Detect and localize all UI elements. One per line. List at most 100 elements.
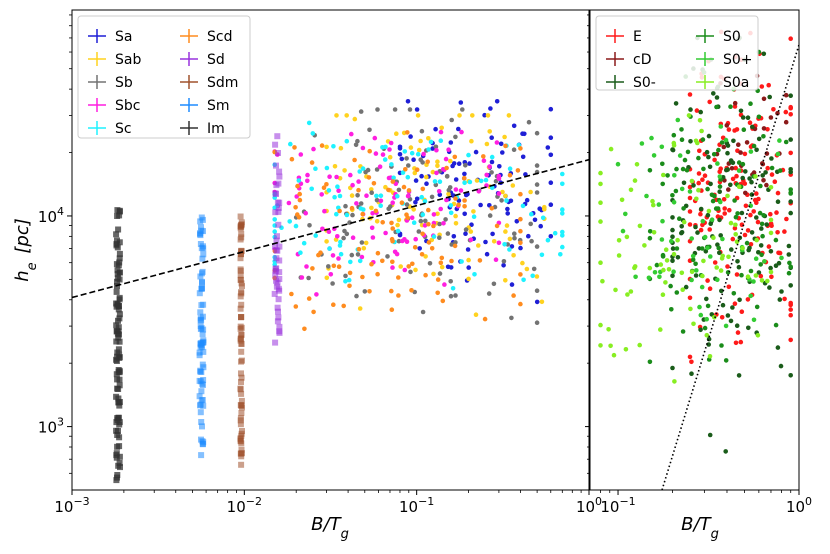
x-tick-label: 10−1 (399, 495, 434, 516)
data-point (297, 191, 303, 197)
data-point (728, 104, 733, 109)
data-point (348, 259, 353, 265)
data-point (369, 205, 374, 211)
data-point (763, 170, 768, 175)
data-point (424, 181, 429, 186)
data-point (733, 165, 738, 171)
data-point (238, 453, 245, 460)
data-point (445, 231, 451, 236)
data-point (456, 202, 461, 208)
data-point (292, 145, 297, 150)
data-point (759, 278, 765, 283)
data-point (528, 221, 533, 227)
data-point (716, 245, 721, 251)
data-point (743, 203, 749, 209)
series-s0minus (670, 35, 793, 454)
data-point (324, 165, 330, 171)
data-point (405, 130, 410, 135)
data-point (198, 388, 205, 395)
data-point (113, 288, 120, 295)
data-point (691, 183, 696, 188)
data-point (707, 432, 713, 438)
data-point (113, 338, 120, 345)
data-point (720, 236, 725, 242)
data-point (115, 346, 122, 353)
data-point (462, 198, 467, 203)
data-point (460, 107, 465, 112)
data-point (463, 231, 468, 236)
data-point (437, 179, 443, 184)
data-point (706, 342, 711, 347)
data-point (397, 232, 403, 238)
data-point (690, 257, 696, 263)
data-point (272, 209, 279, 216)
data-point (355, 138, 360, 144)
data-point (437, 192, 443, 197)
data-point (739, 222, 745, 227)
data-point (710, 198, 716, 204)
data-point (768, 211, 773, 217)
data-point (619, 197, 625, 203)
data-point (642, 243, 647, 248)
data-point (302, 326, 307, 332)
data-point (736, 373, 742, 378)
legend-box (595, 15, 759, 91)
data-point (729, 247, 734, 252)
data-point (304, 264, 309, 269)
data-point (200, 439, 207, 446)
data-point (687, 222, 693, 227)
data-point (694, 268, 699, 273)
data-point (331, 263, 337, 269)
data-point (754, 215, 759, 220)
data-point (424, 174, 429, 180)
data-point (700, 218, 706, 224)
data-point (758, 183, 763, 189)
data-point (288, 141, 293, 147)
data-point (503, 143, 508, 149)
data-point (199, 255, 206, 262)
data-point (488, 106, 493, 111)
data-point (434, 147, 439, 153)
data-point (788, 112, 793, 117)
data-point (114, 349, 121, 356)
data-point (768, 230, 774, 236)
data-point (374, 167, 380, 172)
data-point (598, 322, 603, 328)
data-point (272, 271, 279, 278)
data-point (197, 273, 204, 280)
data-point (773, 322, 779, 328)
data-point (499, 198, 504, 203)
data-point (462, 180, 467, 186)
data-point (274, 304, 281, 311)
data-point (501, 263, 506, 268)
data-point (299, 275, 305, 280)
data-point (115, 303, 122, 310)
data-point (718, 268, 724, 273)
left-axes-frame (71, 9, 590, 491)
data-point (349, 205, 355, 211)
data-point (452, 243, 458, 249)
data-point (689, 277, 694, 283)
data-point (423, 254, 428, 259)
data-point (419, 194, 425, 200)
data-point (431, 271, 436, 277)
data-point (693, 224, 698, 230)
data-point (418, 138, 423, 144)
data-point (274, 318, 281, 325)
data-point (237, 385, 244, 392)
data-point (754, 191, 759, 196)
data-point (446, 191, 451, 197)
data-point (406, 264, 412, 269)
data-point (426, 136, 431, 141)
data-point (238, 251, 244, 257)
data-point (681, 206, 686, 211)
data-point (507, 236, 513, 242)
data-point (328, 272, 334, 277)
data-point (511, 123, 517, 129)
data-point (598, 260, 603, 266)
data-point (432, 179, 438, 184)
data-point (539, 299, 545, 305)
data-point (116, 212, 123, 219)
data-point (389, 288, 394, 294)
legend-entry: Sm (180, 98, 230, 114)
